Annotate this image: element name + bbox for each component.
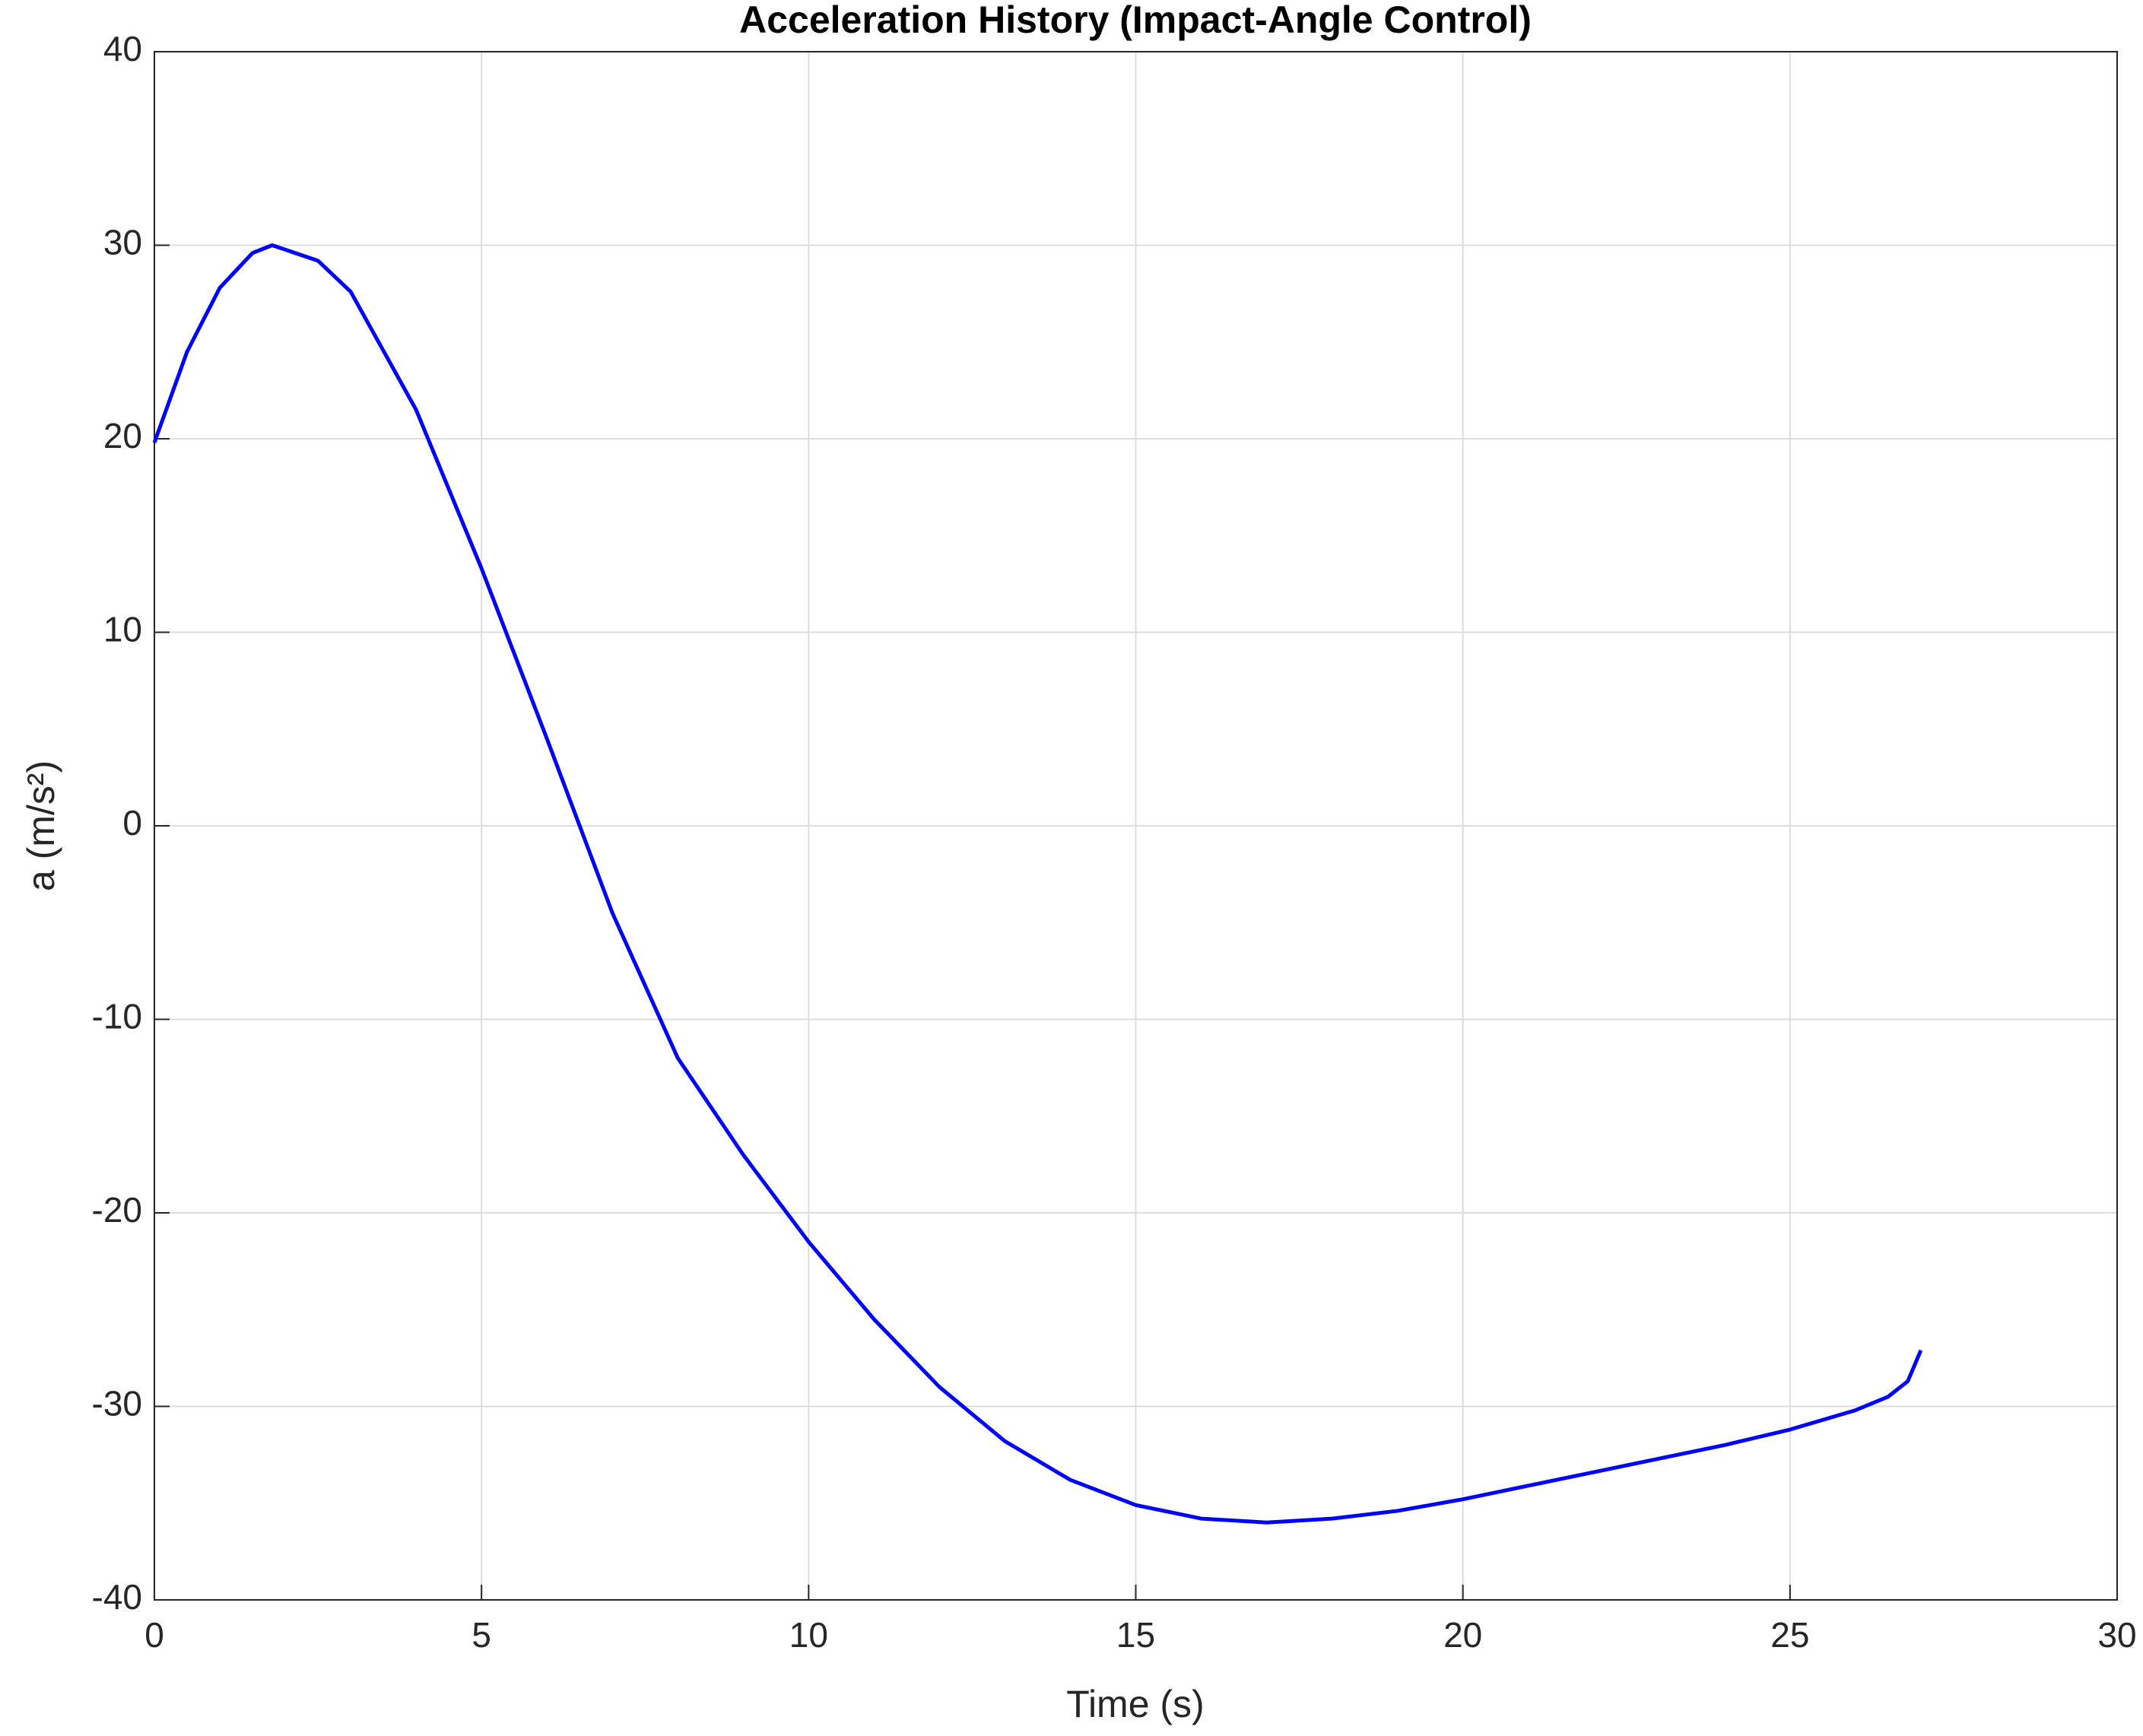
x-tick-label: 30 bbox=[2097, 1615, 2136, 1655]
x-axis-label: Time (s) bbox=[1066, 1683, 1204, 1725]
y-tick-label: -20 bbox=[92, 1190, 142, 1230]
y-tick-label: 30 bbox=[103, 223, 142, 262]
plot-frame bbox=[154, 51, 2118, 1601]
y-tick-label: 0 bbox=[122, 803, 142, 843]
data-line bbox=[152, 243, 1923, 1525]
chart-title: Acceleration History (Impact-Angle Contr… bbox=[739, 0, 1532, 41]
y-tick-label: -30 bbox=[92, 1384, 142, 1423]
y-tick-label: 20 bbox=[103, 416, 142, 455]
x-tick-label: 0 bbox=[144, 1615, 164, 1655]
y-tick-label: -40 bbox=[92, 1577, 142, 1617]
y-tick-label: 40 bbox=[103, 29, 142, 68]
y-tick-label: -10 bbox=[92, 997, 142, 1036]
x-tick-label: 15 bbox=[1116, 1615, 1155, 1655]
y-axis-label: a (m/s²) bbox=[20, 760, 62, 891]
x-tick-label: 10 bbox=[789, 1615, 828, 1655]
x-tick-label: 5 bbox=[471, 1615, 491, 1655]
x-tick-label: 20 bbox=[1443, 1615, 1482, 1655]
y-tick-label: 10 bbox=[103, 610, 142, 649]
x-tick-label: 25 bbox=[1770, 1615, 1809, 1655]
